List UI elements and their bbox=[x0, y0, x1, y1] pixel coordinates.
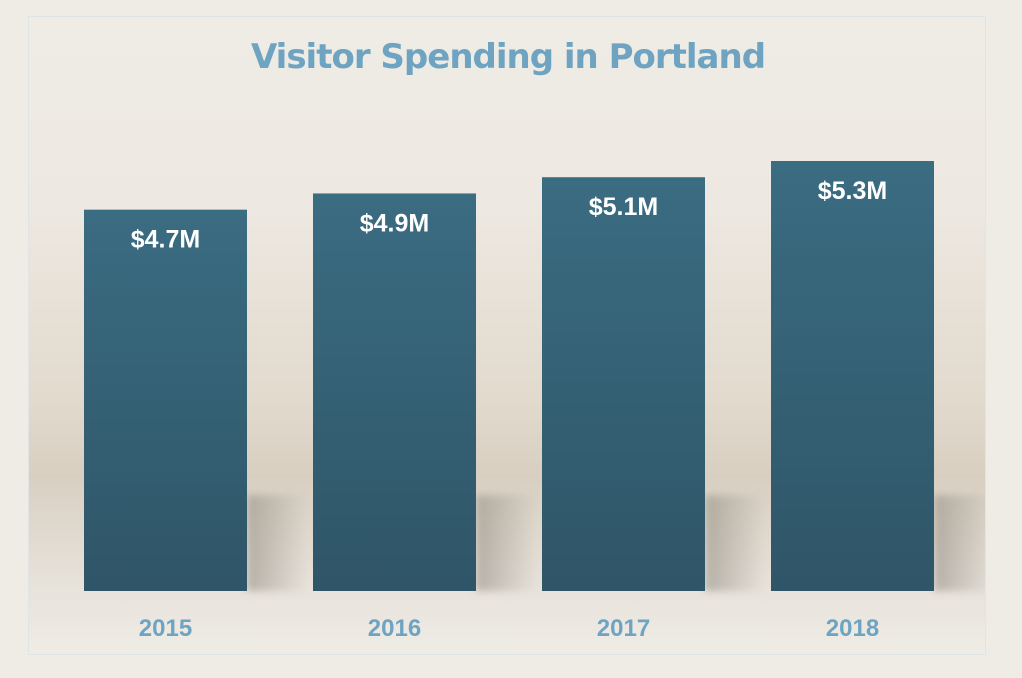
bars-group bbox=[84, 161, 934, 592]
x-tick-label-2018: 2018 bbox=[826, 615, 879, 642]
bar-shadow-2015 bbox=[247, 495, 309, 591]
bar-shadows bbox=[247, 495, 985, 591]
data-label-2017: $5.1M bbox=[589, 193, 658, 221]
data-label-2015: $4.7M bbox=[131, 226, 200, 254]
bar-shadow-2017 bbox=[705, 495, 767, 591]
bar-chart: $4.7M $4.9M $5.1M $5.3M 2015 2016 2017 2018 bbox=[84, 161, 985, 642]
x-tick-label-2015: 2015 bbox=[139, 615, 192, 642]
bar-2018 bbox=[771, 161, 934, 591]
x-tick-label-2016: 2016 bbox=[368, 615, 421, 642]
x-tick-label-2017: 2017 bbox=[597, 615, 650, 642]
chart-card: Visitor Spending in Portland $4.7M $4.9M $… bbox=[28, 16, 986, 655]
bar-2017 bbox=[542, 177, 705, 591]
bar-shadow-2016 bbox=[476, 495, 538, 591]
bar-shadow-2018 bbox=[934, 495, 985, 591]
data-labels-group: $4.7M $4.9M $5.1M $5.3M bbox=[131, 177, 887, 254]
data-label-2016: $4.9M bbox=[360, 209, 429, 237]
x-tick-labels-group: 2015 2016 2017 2018 bbox=[139, 615, 879, 642]
data-label-2018: $5.3M bbox=[818, 177, 887, 205]
bar-2016 bbox=[313, 193, 476, 592]
chart-title: Visitor Spending in Portland bbox=[250, 37, 766, 77]
bar-2015 bbox=[84, 209, 247, 591]
